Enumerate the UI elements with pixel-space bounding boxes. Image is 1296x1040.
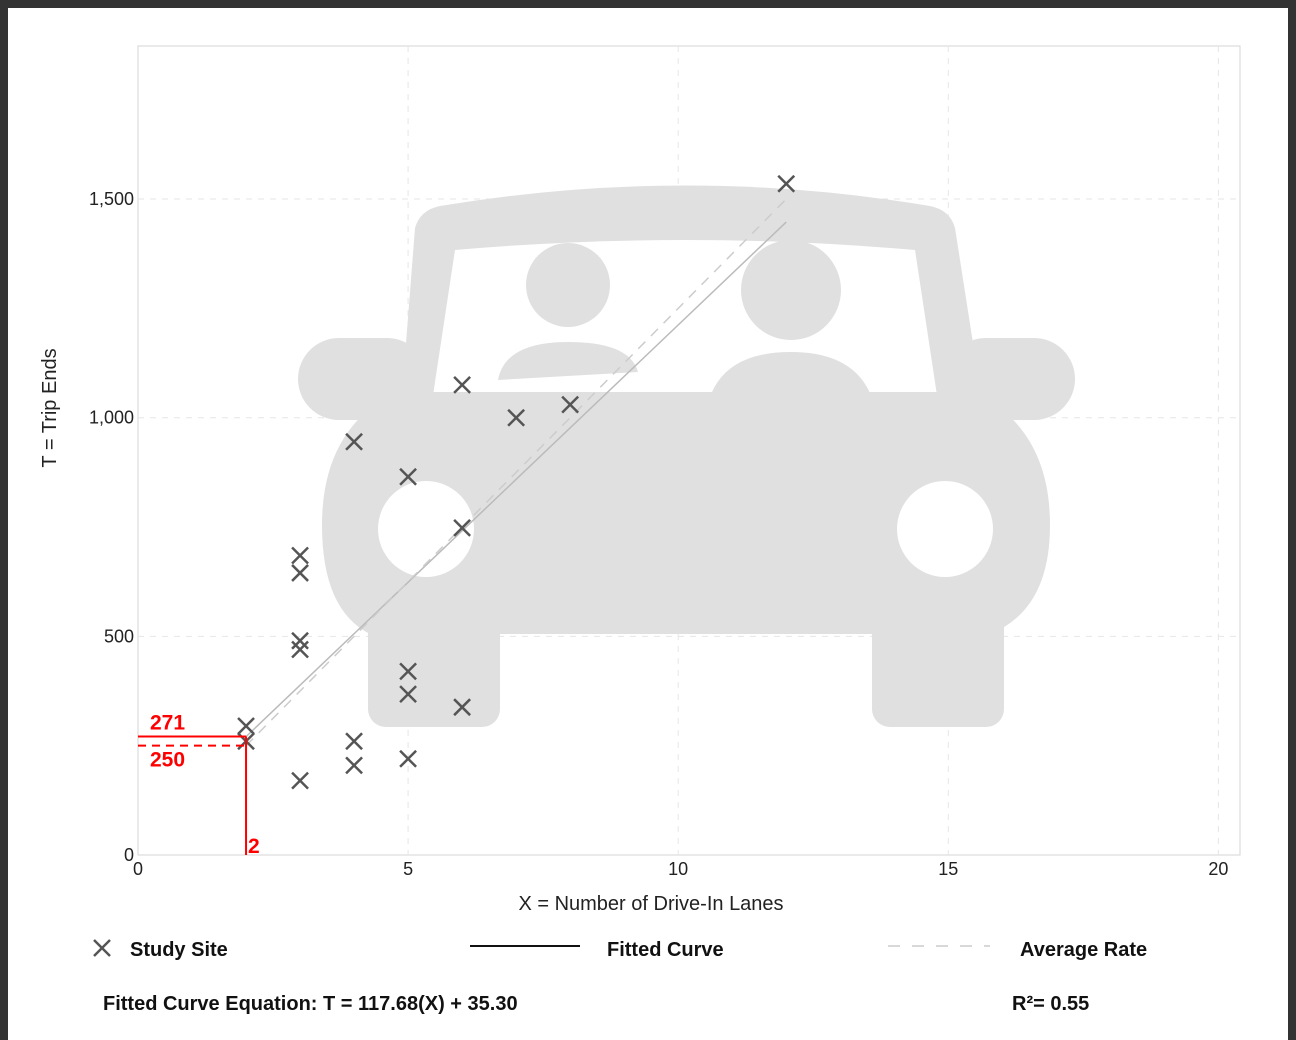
- data-point-stroke: [345, 732, 363, 751]
- data-point-stroke: [399, 467, 417, 486]
- fitted-curve-line: [245, 221, 787, 738]
- scatter-points: [237, 174, 796, 790]
- legend-study-site-marker: [93, 939, 111, 957]
- average-value-label: 250: [150, 749, 185, 772]
- data-point: [345, 756, 363, 775]
- legend-study-site-label: Study Site: [130, 939, 228, 961]
- data-point-stroke: [453, 519, 472, 537]
- data-point: [345, 732, 363, 751]
- data-point: [399, 749, 417, 768]
- data-point-stroke: [561, 395, 580, 414]
- data-point: [399, 467, 417, 486]
- x-tick-label: 0: [133, 859, 143, 879]
- data-point-stroke: [399, 749, 417, 768]
- data-point: [453, 519, 472, 537]
- data-point-stroke: [507, 408, 526, 427]
- fitted-value-label: 271: [150, 711, 185, 734]
- data-point: [237, 717, 255, 735]
- data-point: [399, 685, 417, 703]
- data-point-stroke: [291, 546, 309, 565]
- data-point: [345, 432, 363, 451]
- data-point: [453, 376, 472, 394]
- y-tick-label: 1,500: [89, 189, 134, 209]
- car-with-passengers-icon: [298, 185, 1075, 727]
- data-point: [561, 395, 580, 414]
- x-tick-label: 5: [403, 859, 413, 879]
- data-point: [291, 640, 309, 659]
- legend: Study Site Fitted Curve Average Rate: [93, 939, 1147, 961]
- x-value-label: 2: [248, 835, 260, 858]
- data-point-stroke: [291, 640, 309, 659]
- legend-average-rate-label: Average Rate: [1020, 939, 1147, 961]
- data-point-stroke: [291, 631, 309, 650]
- data-point-stroke: [237, 717, 255, 735]
- y-tick-label: 0: [124, 845, 134, 865]
- x-tick-label: 10: [668, 859, 688, 879]
- data-point: [453, 698, 472, 717]
- average-rate-line: [245, 198, 787, 747]
- data-point: [291, 631, 309, 650]
- data-point-stroke: [399, 685, 417, 703]
- x-tick-label: 20: [1208, 859, 1228, 879]
- fitted-curve-equation: Fitted Curve Equation: T = 117.68(X) + 3…: [103, 993, 518, 1015]
- tick-labels: 0 5 10 15 20 0 500 1,000 1,500: [89, 189, 1228, 879]
- data-point-stroke: [345, 756, 363, 775]
- data-point: [399, 662, 417, 681]
- data-point-stroke: [453, 376, 472, 394]
- y-tick-label: 1,000: [89, 408, 134, 428]
- legend-fitted-curve-label: Fitted Curve: [607, 939, 724, 961]
- x-tick-label: 15: [938, 859, 958, 879]
- data-point-stroke: [777, 174, 796, 193]
- data-point: [507, 408, 526, 427]
- data-point-stroke: [453, 698, 472, 717]
- data-point: [291, 564, 309, 582]
- x-axis-title: X = Number of Drive-In Lanes: [518, 893, 783, 915]
- data-point-stroke: [345, 432, 363, 451]
- r-squared: R²= 0.55: [1012, 993, 1089, 1015]
- y-axis-title: T = Trip Ends: [39, 348, 61, 467]
- trend-lines: [245, 198, 787, 747]
- data-point: [777, 174, 796, 193]
- annotation: 271 250 2: [138, 711, 260, 858]
- data-point-stroke: [291, 564, 309, 582]
- y-tick-label: 500: [104, 626, 134, 646]
- data-point-stroke: [399, 662, 417, 681]
- data-point: [291, 771, 309, 790]
- data-point-stroke: [291, 771, 309, 790]
- data-point: [291, 546, 309, 565]
